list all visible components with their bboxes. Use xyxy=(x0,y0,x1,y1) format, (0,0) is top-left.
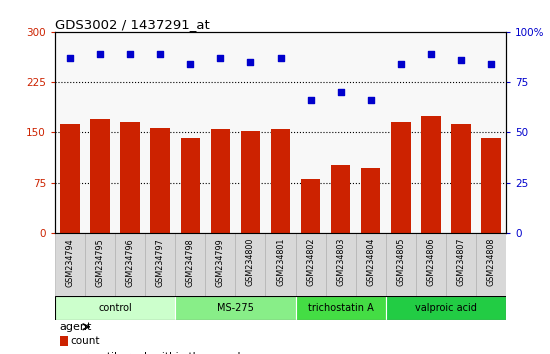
Point xyxy=(397,61,405,67)
Point xyxy=(65,55,74,61)
Bar xyxy=(301,179,320,233)
Point xyxy=(366,97,375,103)
Text: GSM234796: GSM234796 xyxy=(125,238,135,287)
Text: GSM234806: GSM234806 xyxy=(426,238,436,286)
Bar xyxy=(295,233,326,296)
Text: GSM234797: GSM234797 xyxy=(156,238,165,287)
Bar xyxy=(55,233,85,296)
Text: control: control xyxy=(98,303,132,313)
Text: GDS3002 / 1437291_at: GDS3002 / 1437291_at xyxy=(55,18,210,31)
Point xyxy=(126,51,135,57)
Bar xyxy=(331,165,350,233)
Bar xyxy=(175,296,295,320)
Text: percentile rank within the sample: percentile rank within the sample xyxy=(71,352,246,354)
Text: GSM234805: GSM234805 xyxy=(396,238,405,286)
Bar xyxy=(59,336,68,346)
Text: GSM234807: GSM234807 xyxy=(456,238,465,286)
Point xyxy=(186,61,195,67)
Bar xyxy=(85,233,115,296)
Bar xyxy=(266,233,295,296)
Bar xyxy=(180,138,200,233)
Bar xyxy=(451,124,471,233)
Text: GSM234808: GSM234808 xyxy=(486,238,496,286)
Bar xyxy=(361,168,381,233)
Point xyxy=(276,55,285,61)
Bar xyxy=(416,233,446,296)
Text: count: count xyxy=(71,336,100,346)
Text: GSM234794: GSM234794 xyxy=(65,238,75,287)
Point xyxy=(96,51,104,57)
Bar xyxy=(476,233,506,296)
Bar xyxy=(55,296,175,320)
Point xyxy=(426,51,435,57)
Bar xyxy=(211,129,230,233)
Bar xyxy=(90,119,110,233)
Bar xyxy=(120,122,140,233)
Bar xyxy=(175,233,205,296)
Bar xyxy=(235,233,266,296)
Text: GSM234803: GSM234803 xyxy=(336,238,345,286)
Bar xyxy=(326,233,356,296)
Text: GSM234800: GSM234800 xyxy=(246,238,255,286)
Text: trichostatin A: trichostatin A xyxy=(308,303,373,313)
Text: GSM234802: GSM234802 xyxy=(306,238,315,286)
Bar xyxy=(60,124,80,233)
Text: GSM234799: GSM234799 xyxy=(216,238,225,287)
Bar xyxy=(59,352,68,354)
Bar xyxy=(386,233,416,296)
Point xyxy=(456,57,465,63)
Bar xyxy=(391,122,410,233)
Bar xyxy=(421,116,441,233)
Text: MS-275: MS-275 xyxy=(217,303,254,313)
Bar xyxy=(151,128,170,233)
Text: GSM234804: GSM234804 xyxy=(366,238,375,286)
Bar xyxy=(115,233,145,296)
Point xyxy=(336,89,345,95)
Bar xyxy=(481,138,500,233)
Point xyxy=(306,97,315,103)
Bar xyxy=(241,131,260,233)
Point xyxy=(156,51,164,57)
Bar xyxy=(356,233,386,296)
Bar xyxy=(386,296,506,320)
Text: valproic acid: valproic acid xyxy=(415,303,477,313)
Text: agent: agent xyxy=(59,322,92,332)
Point xyxy=(216,55,225,61)
Bar xyxy=(271,129,290,233)
Point xyxy=(246,59,255,65)
Text: GSM234795: GSM234795 xyxy=(96,238,104,287)
Bar xyxy=(295,296,386,320)
Bar xyxy=(145,233,175,296)
Point xyxy=(487,61,496,67)
Bar xyxy=(446,233,476,296)
Bar xyxy=(205,233,235,296)
Text: GSM234801: GSM234801 xyxy=(276,238,285,286)
Text: GSM234798: GSM234798 xyxy=(186,238,195,287)
